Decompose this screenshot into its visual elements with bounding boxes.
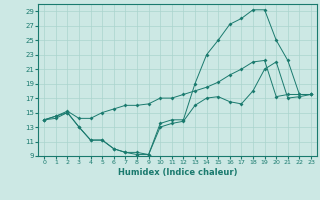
X-axis label: Humidex (Indice chaleur): Humidex (Indice chaleur) (118, 168, 237, 177)
